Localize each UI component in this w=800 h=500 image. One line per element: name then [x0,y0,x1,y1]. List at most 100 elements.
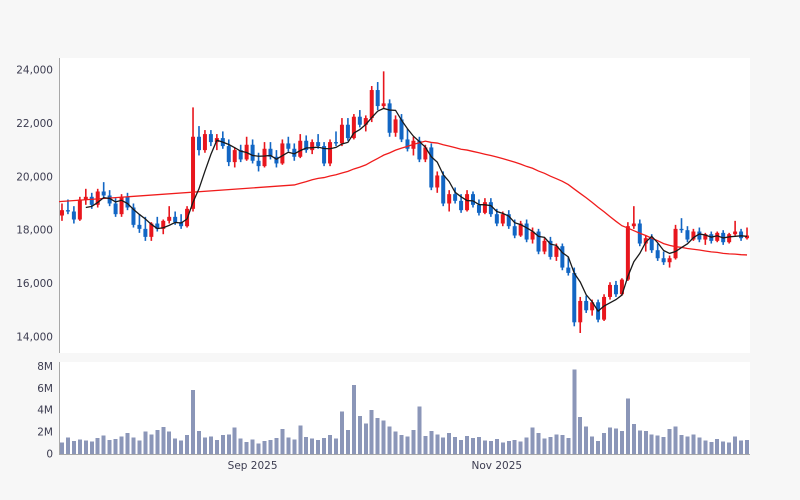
candle-body [399,119,404,140]
price-axis-tick: 18,000 [16,225,53,237]
candle-body [196,136,201,151]
candle-body [274,156,279,164]
volume-bar [191,389,196,454]
volume-bar [95,438,100,454]
candle-body [447,194,452,204]
volume-bar [369,410,374,454]
candle-body [179,222,184,227]
volume-bar [482,440,487,454]
volume-bar [131,437,136,454]
volume-bar [250,439,255,454]
candle-body [161,220,166,229]
volume-bar [733,436,738,454]
volume-bar [77,439,82,454]
candle-body [83,196,88,200]
candle-body [387,103,392,133]
candle-body [125,196,130,208]
volume-bar [107,439,112,454]
volume-bar [268,440,273,454]
candle-wick [180,214,182,229]
candle-body [351,116,356,139]
candle-wick [382,71,385,109]
volume-bar [608,427,613,454]
volume-bar [459,439,464,454]
volume-bar [637,430,642,454]
candle-body [334,142,338,144]
candle-body [685,230,690,240]
volume-bar [113,439,118,454]
candle-body [310,142,315,151]
volume-bar [286,437,291,454]
candle-body [101,191,106,196]
volume-bar [155,429,160,454]
candle-body [149,223,154,237]
volume-bar [596,440,601,454]
candle-body [65,210,70,212]
volume-bar [399,434,404,454]
x-axis-tick: Sep 2025 [228,460,278,472]
volume-bar [244,441,249,454]
price-axis-tick: 24,000 [16,65,53,77]
candle-body [649,238,654,251]
candle-body [328,142,333,164]
volume-bar [83,440,88,454]
volume-bar [357,416,362,454]
candle-body [494,214,499,224]
volume-bar [137,440,142,454]
candle-wick [67,199,69,215]
volume-bar [703,440,708,454]
candle-wick [102,182,105,199]
volume-bar [161,427,166,454]
volume-bar [143,431,148,454]
volume-bar [375,417,380,454]
volume-bar [679,434,684,454]
volume-bar [500,442,505,454]
volume-bar [554,434,559,454]
moving-average-short [85,107,748,313]
price-axis-tick: 20,000 [16,171,53,183]
candle-body [667,258,672,263]
moving-average-long [58,140,748,256]
candle-body [375,90,380,107]
x-axis: Sep 2025 Nov 2025 [228,460,522,472]
candle-body [482,202,487,213]
candle-body [745,235,750,239]
volume-bar [619,431,624,454]
volume-bar [202,437,207,454]
price-axis-tick: 16,000 [16,278,53,290]
candle-body [107,195,112,204]
volume-axis-tick: 8M [37,361,53,373]
candle-wick [680,218,683,233]
price-axis-tick: 22,000 [16,118,53,130]
volume-bar [280,428,285,454]
volume-bar [59,442,64,454]
candle-body [71,211,76,220]
volume-bar [560,434,565,454]
volume-bar [262,441,267,454]
price-axis-tick: 14,000 [16,331,53,343]
candle-body [631,223,636,227]
candle-body [393,119,398,133]
candle-body [733,231,738,235]
volume-bar [411,429,416,454]
candle-body [518,223,523,236]
volume-bar [310,438,315,454]
candle-body [619,279,624,295]
candle-body [459,200,464,211]
candle-wick [734,220,736,236]
candle-body [304,140,309,151]
candle-body [703,234,708,240]
volume-bar [429,431,434,454]
candle-body [339,124,344,144]
candle-wick [567,256,570,276]
volume-bar [590,436,595,454]
candle-body [119,196,124,215]
candle-body [435,175,440,188]
volume-bar [232,427,237,454]
volume-bar [149,434,154,454]
candle-body [369,90,374,119]
volume-bar [471,438,475,454]
volume-bar [655,435,660,454]
candle-body [608,284,613,297]
